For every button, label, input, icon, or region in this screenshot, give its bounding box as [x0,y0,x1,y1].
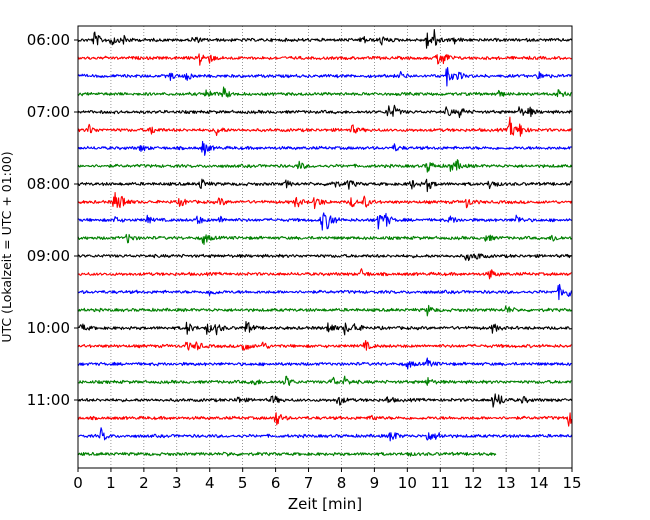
seismogram-trace [77,178,572,193]
seismogram-trace [77,86,572,98]
seismogram-trace [77,53,572,66]
x-tick-label: 7 [304,474,314,492]
y-tick-label: 09:00 [27,247,70,265]
x-tick-label: 3 [172,474,182,492]
seismogram-trace [77,104,572,119]
seismogram-traces [77,28,573,457]
x-tick-label: 6 [271,474,281,492]
seismogram-trace [77,321,572,336]
seismogram-trace [77,212,572,231]
y-axis: 06:00 07:00 08:00 09:00 10:00 11:00 [27,31,78,409]
seismogram-trace [77,233,572,246]
x-tick-label: 1 [106,474,116,492]
y-tick-label: 08:00 [27,175,70,193]
x-tick-label: 2 [139,474,149,492]
x-tick-label: 15 [562,474,581,492]
seismogram-trace [77,375,572,386]
y-axis-label: UTC (Lokalzeit = UTC + 01:00) [0,151,14,342]
seismogram-trace [77,427,573,442]
seismogram-trace [77,67,572,87]
plot-frame [77,25,573,469]
x-tick-label: 10 [398,474,417,492]
x-tick-label: 4 [205,474,215,492]
x-tick-label: 8 [337,474,347,492]
seismogram-trace [77,304,572,317]
x-tick-label: 11 [431,474,450,492]
x-tick-label: 5 [238,474,248,492]
seismogram-trace [77,116,572,137]
x-tick-label: 13 [497,474,516,492]
y-tick-label: 07:00 [27,103,70,121]
seismogram-trace [77,268,572,280]
x-tick-label: 14 [530,474,549,492]
x-tick-label: 9 [370,474,380,492]
seismogram-trace [77,412,573,427]
x-tick-label: 0 [73,474,83,492]
seismogram-trace [77,28,572,49]
y-tick-label: 06:00 [27,31,70,49]
seismogram-trace [77,140,572,156]
seismogram-trace [77,340,572,351]
x-tick-label: 12 [464,474,483,492]
seismogram-trace [77,283,573,301]
seismogram-trace [77,357,572,370]
y-tick-label: 11:00 [27,391,70,409]
x-axis-label: Zeit [min] [288,495,362,513]
seismogram-trace [77,159,573,173]
seismogram-trace [77,253,572,262]
seismogram-trace [77,191,573,210]
seismogram-trace [77,451,497,457]
seismogram-trace [77,393,573,408]
x-axis: 0 1 2 3 4 5 6 7 8 9 10 11 12 13 14 15 [73,468,582,492]
y-tick-label: 10:00 [27,319,70,337]
